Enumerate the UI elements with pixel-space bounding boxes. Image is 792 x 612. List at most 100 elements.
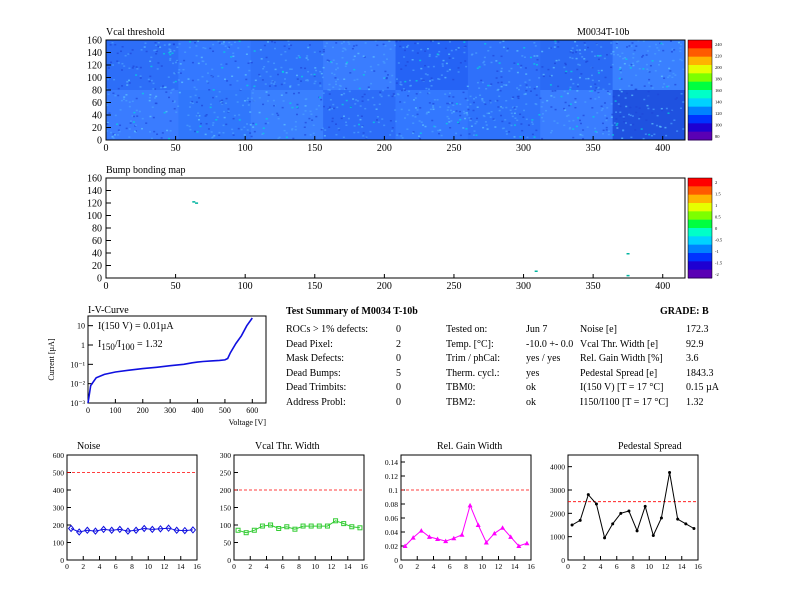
- pixel-noise: [455, 48, 458, 51]
- pixel-noise: [106, 121, 109, 124]
- pixel-noise: [622, 116, 625, 118]
- colorbar-band: [688, 228, 712, 237]
- pixel-noise: [107, 67, 110, 69]
- pixel-noise: [419, 137, 422, 140]
- pixel-noise: [212, 124, 215, 126]
- pixel-noise: [201, 60, 204, 62]
- pixel-noise: [298, 56, 301, 59]
- pixel-noise: [250, 135, 253, 138]
- pixel-noise: [508, 122, 511, 124]
- pixel-noise: [550, 130, 553, 132]
- pixel-noise: [229, 84, 232, 86]
- pixel-noise: [304, 67, 307, 70]
- pixel-noise: [370, 69, 373, 72]
- pixel-noise: [274, 85, 277, 87]
- data-point: [402, 543, 408, 548]
- y-tick-label: 50: [224, 539, 232, 548]
- x-tick-label: 12: [328, 562, 336, 571]
- pixel-noise: [430, 77, 433, 79]
- pixel-noise: [541, 137, 544, 140]
- roc-block: [612, 90, 686, 141]
- pixel-noise: [603, 57, 606, 60]
- pixel-noise: [276, 112, 279, 115]
- pixel-noise: [447, 106, 450, 108]
- pixel-noise: [404, 64, 407, 67]
- pixel-noise: [613, 122, 616, 124]
- pixel-noise: [424, 73, 427, 75]
- pixel-noise: [406, 61, 409, 63]
- pixel-noise: [307, 70, 310, 73]
- pixel-noise: [578, 76, 581, 79]
- pixel-noise: [173, 49, 176, 52]
- pixel-noise: [657, 93, 660, 96]
- pixel-noise: [162, 85, 165, 87]
- pixel-noise: [660, 127, 663, 130]
- pixel-noise: [211, 75, 214, 78]
- pixel-noise: [112, 137, 115, 139]
- pixel-noise: [551, 90, 554, 92]
- pixel-noise: [411, 114, 414, 117]
- pixel-noise: [309, 110, 312, 113]
- pixel-noise: [600, 105, 603, 108]
- pixel-noise: [319, 82, 322, 84]
- pixel-noise: [623, 57, 626, 59]
- vcal-title: Vcal threshold: [106, 27, 165, 38]
- pixel-noise: [500, 106, 503, 108]
- pixel-noise: [362, 74, 365, 76]
- pixel-noise: [632, 123, 635, 126]
- pixel-noise: [169, 120, 172, 122]
- pixel-noise: [346, 61, 349, 64]
- pixel-noise: [553, 62, 556, 65]
- pixel-noise: [655, 43, 658, 46]
- pixel-noise: [556, 122, 559, 124]
- pixel-noise: [617, 103, 620, 105]
- data-point: [508, 534, 514, 539]
- pixel-noise: [169, 50, 172, 53]
- pixel-noise: [448, 41, 451, 43]
- pixel-noise: [110, 131, 113, 134]
- pixel-noise: [619, 115, 622, 117]
- pixel-noise: [289, 86, 292, 88]
- pixel-noise: [579, 133, 582, 136]
- y-tick-label: 140: [87, 186, 102, 197]
- data-point: [149, 525, 156, 534]
- pixel-noise: [610, 66, 613, 69]
- pixel-noise: [536, 85, 539, 88]
- pixel-noise: [427, 111, 430, 113]
- pixel-noise: [648, 45, 651, 48]
- pixel-noise: [197, 40, 200, 42]
- roc-block: [395, 90, 469, 141]
- data-point: [108, 526, 115, 535]
- pixel-noise: [464, 60, 467, 62]
- pixel-noise: [403, 49, 406, 52]
- pixel-noise: [591, 66, 594, 69]
- pixel-noise: [118, 130, 121, 133]
- condition-value: yes: [526, 367, 540, 379]
- dead-bump-point: [195, 202, 199, 204]
- pixel-noise: [108, 112, 111, 114]
- pixel-noise: [549, 84, 552, 86]
- pixel-noise: [542, 73, 545, 76]
- pixel-noise: [582, 114, 585, 117]
- pixel-noise: [364, 42, 367, 44]
- pixel-noise: [209, 103, 212, 106]
- pixel-noise: [438, 50, 441, 53]
- data-point: [132, 526, 140, 535]
- pixel-noise: [570, 70, 573, 73]
- pixel-noise: [429, 108, 432, 111]
- pixel-noise: [384, 70, 387, 73]
- pixel-noise: [195, 101, 198, 103]
- pixel-noise: [246, 99, 249, 102]
- pixel-noise: [265, 56, 268, 59]
- pixel-noise: [189, 40, 192, 43]
- y-tick-label: 1: [81, 341, 85, 350]
- pixel-noise: [205, 114, 208, 116]
- y-tick-label: 200: [53, 521, 65, 530]
- x-tick-label: 200: [377, 143, 392, 154]
- pixel-noise: [259, 49, 262, 51]
- y-tick-label: 0.06: [385, 514, 398, 523]
- pixel-noise: [412, 69, 415, 72]
- colorbar-label: 1.5: [715, 192, 721, 197]
- pixel-noise: [221, 99, 224, 102]
- pixel-noise: [608, 83, 611, 85]
